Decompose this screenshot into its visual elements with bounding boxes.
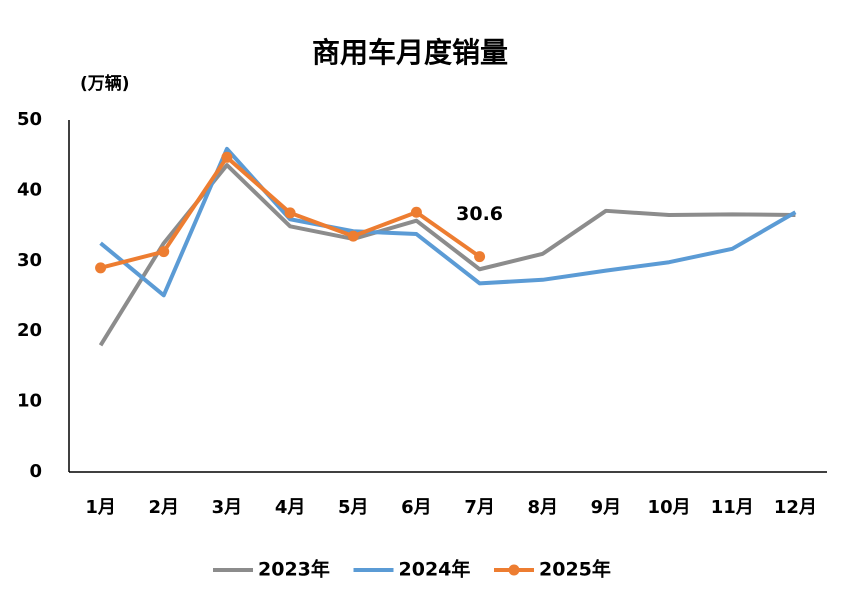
x-tick-label: 7月 (464, 497, 495, 518)
legend-label: 2024年 (399, 558, 471, 581)
legend-label: 2023年 (258, 558, 330, 581)
chart-title: 商用车月度销量 (312, 36, 508, 69)
x-tick-label: 10月 (648, 497, 691, 518)
x-tick-label: 8月 (527, 497, 558, 518)
point (410, 206, 422, 218)
point (95, 262, 107, 274)
legend-label: 2025年 (539, 558, 611, 581)
point (284, 207, 296, 219)
x-tick-label: 3月 (212, 497, 243, 518)
x-tick-label: 1月 (85, 497, 116, 518)
y-tick-label: 20 (17, 320, 42, 341)
x-tick-label: 2月 (148, 497, 179, 518)
x-tick-label: 5月 (338, 497, 369, 518)
point (347, 230, 359, 242)
y-tick-label: 10 (17, 391, 42, 412)
point (158, 246, 170, 258)
data-label: 30.6 (456, 203, 503, 225)
x-tick-label: 12月 (774, 497, 817, 518)
x-tick-label: 11月 (711, 497, 754, 518)
series-line (99, 146, 797, 298)
x-tick-label: 9月 (591, 497, 622, 518)
x-tick-label: 4月 (275, 497, 306, 518)
y-tick-label: 40 (17, 179, 42, 200)
point (221, 151, 233, 163)
legend-marker (508, 564, 520, 576)
y-tick-label: 50 (17, 109, 42, 130)
x-tick-label: 6月 (401, 497, 432, 518)
y-tick-label: 30 (17, 250, 42, 271)
y-tick-label: 0 (29, 461, 42, 482)
y-axis-label: (万辆) (80, 73, 130, 94)
point (474, 251, 486, 263)
